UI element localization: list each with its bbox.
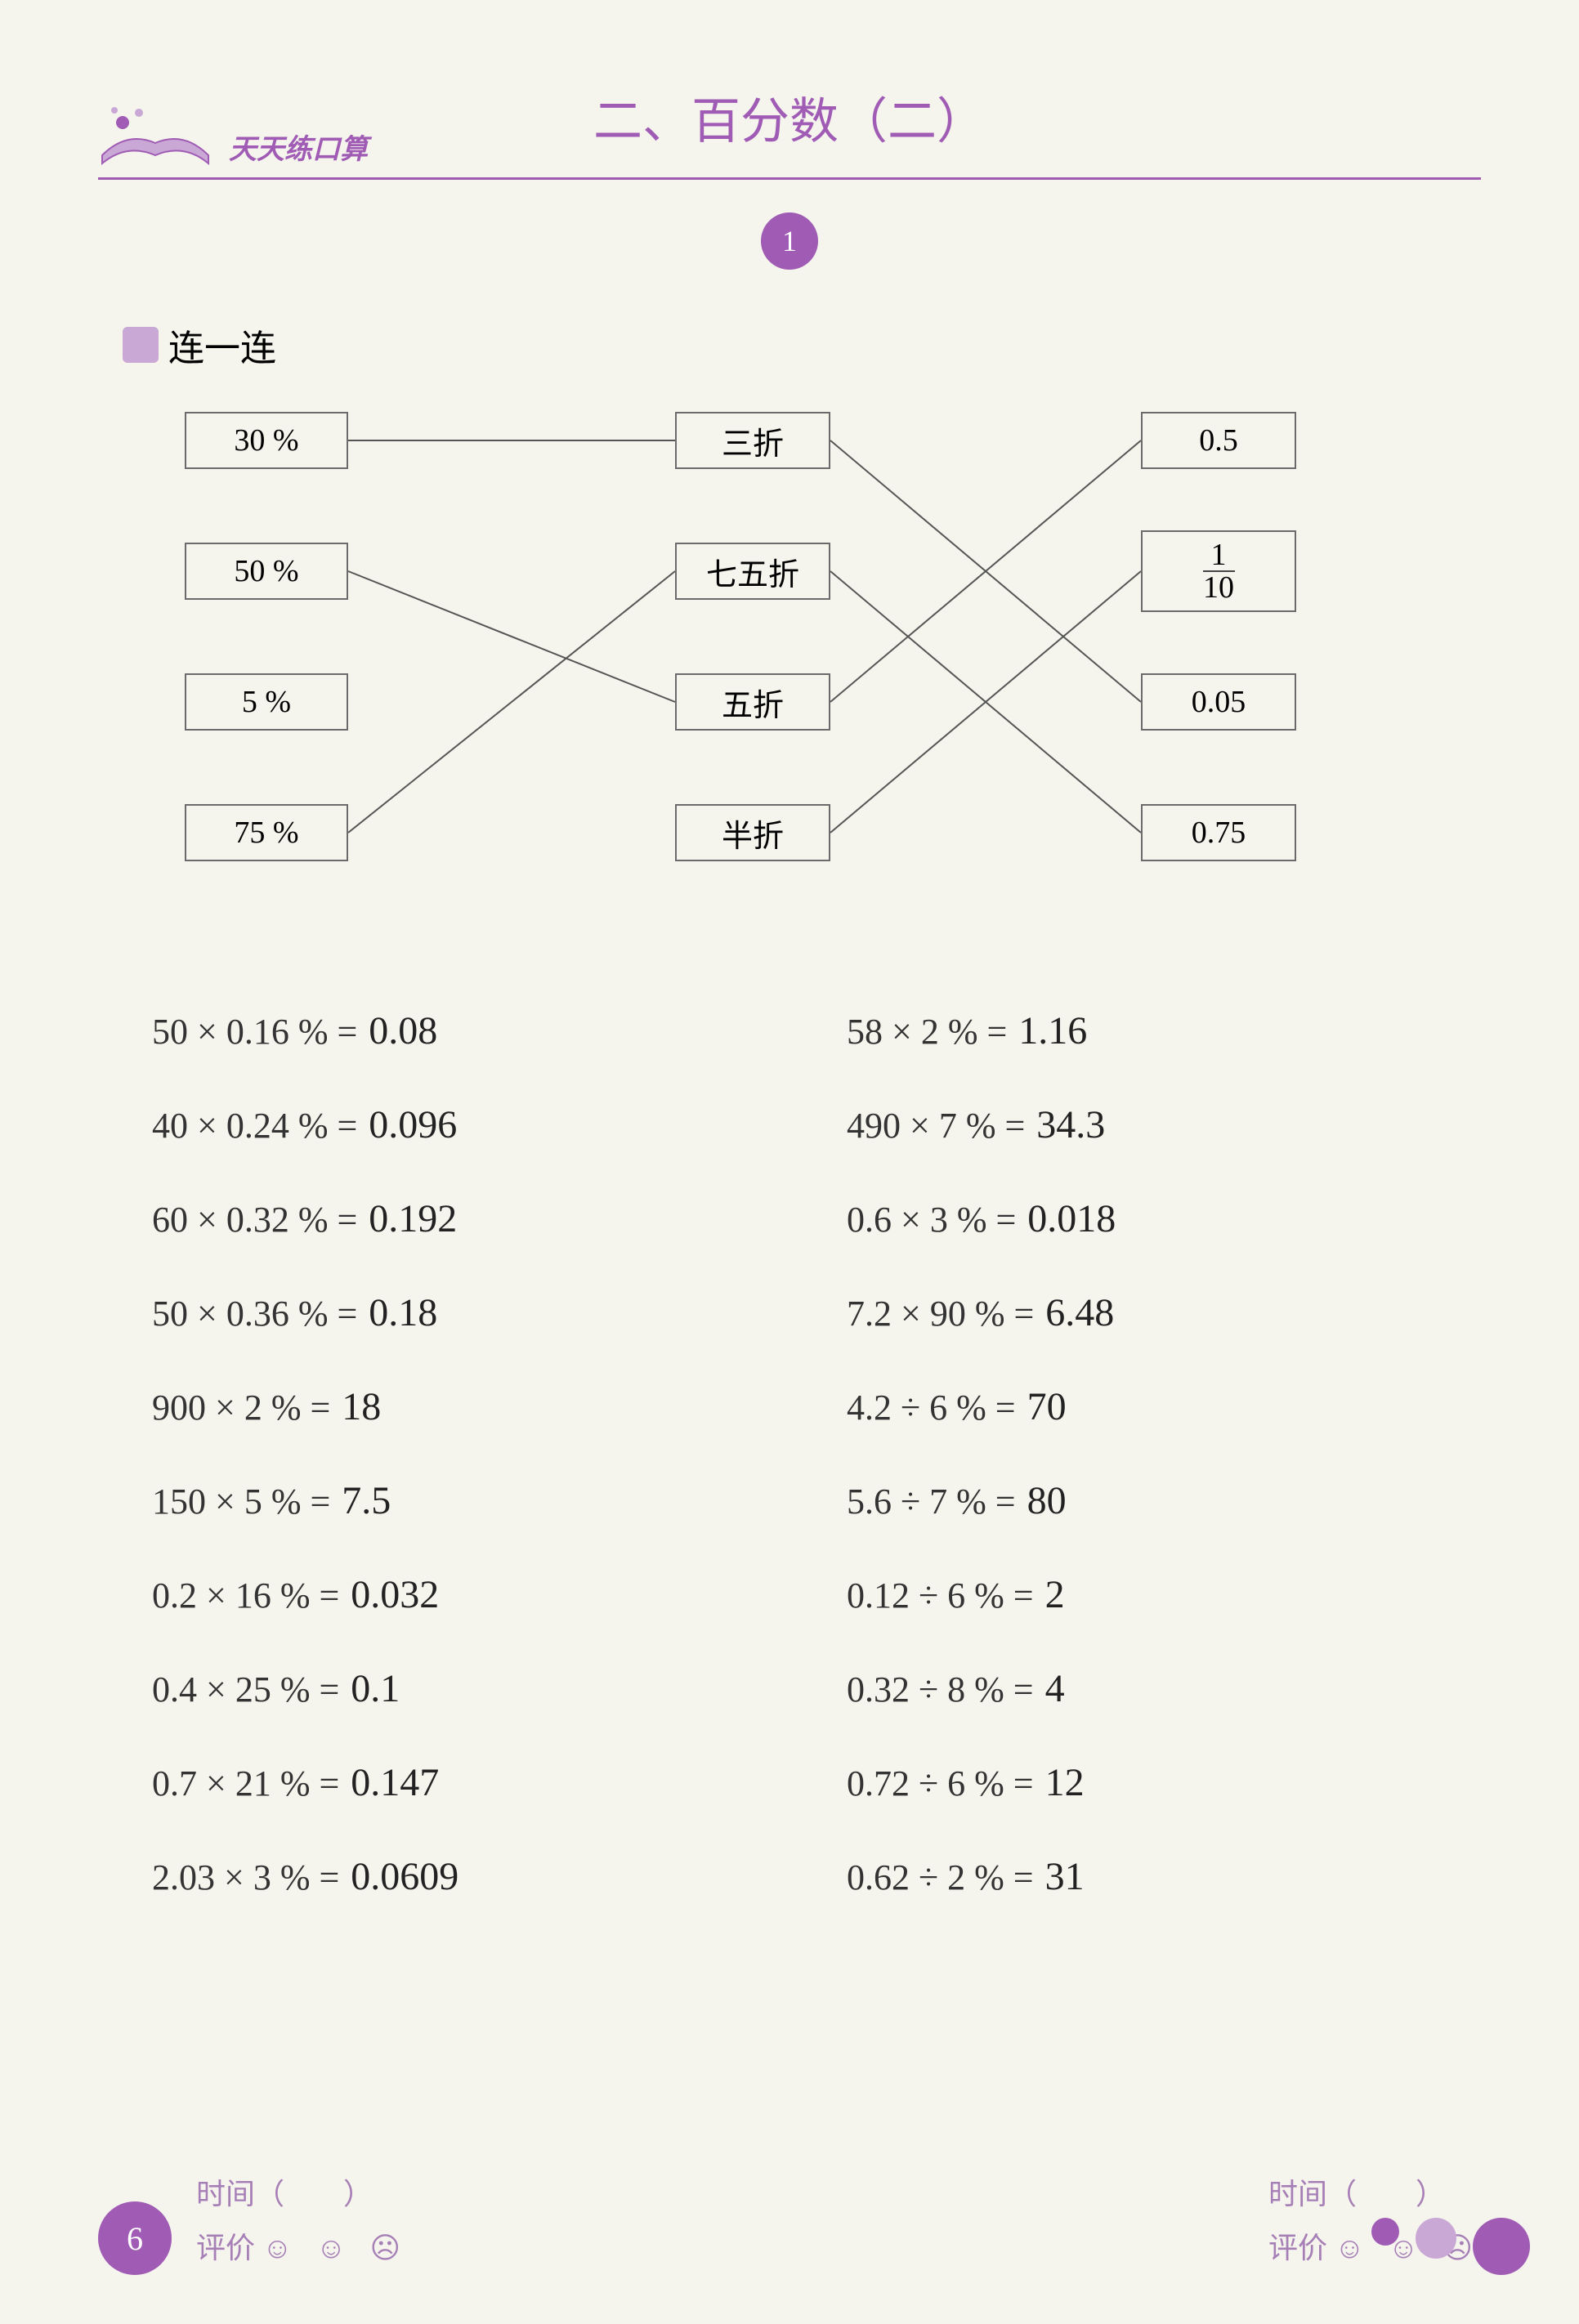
handwritten-answer: 6.48 [1045,1290,1114,1335]
handwritten-answer: 34.3 [1036,1102,1105,1147]
footer-left: 时间（ ） 评价 ☺ ☺ ☹ [196,2170,409,2267]
printed-expression: 7.2 × 90 % = [847,1293,1034,1334]
printed-expression: 0.4 × 25 % = [152,1669,339,1710]
handwritten-answer: 0.18 [369,1290,437,1335]
handwritten-answer: 0.1 [351,1666,400,1711]
equation-row: 50 × 0.16 % = 0.08 [152,1008,732,1053]
equation-row: 490 × 7 % = 34.3 [847,1102,1427,1147]
handwritten-answer: 31 [1045,1854,1085,1899]
printed-expression: 58 × 2 % = [847,1011,1007,1053]
handwritten-answer: 0.147 [351,1760,439,1805]
printed-expression: 0.2 × 16 % = [152,1575,339,1616]
match-right-0: 0.5 [1141,412,1296,469]
section-icon [123,327,159,363]
matching-exercise: 30 % 50 % 5 % 75 % 三折七五折五折半折 0.5 110 0.05 0.75 [152,404,1427,910]
match-left-2: 5 % [185,673,348,731]
printed-expression: 50 × 0.16 % = [152,1011,357,1053]
equation-row: 4.2 ÷ 6 % = 70 [847,1384,1427,1429]
lesson-number-badge: 1 [761,212,818,270]
printed-expression: 50 × 0.36 % = [152,1293,357,1334]
handwritten-answer: 80 [1027,1478,1067,1523]
eval-row: 评价 ☺ ☺ ☹ [196,2224,409,2267]
printed-expression: 5.6 ÷ 7 % = [847,1481,1016,1522]
handwritten-answer: 0.192 [369,1196,457,1241]
match-left-1: 50 % [185,543,348,600]
handwritten-answer: 2 [1045,1572,1065,1617]
equation-row: 0.62 ÷ 2 % = 31 [847,1854,1427,1899]
equation-row: 150 × 5 % = 7.5 [152,1478,732,1523]
handwritten-answer: 0.032 [351,1572,439,1617]
equation-row: 0.12 ÷ 6 % = 2 [847,1572,1427,1617]
printed-expression: 900 × 2 % = [152,1387,330,1428]
printed-expression: 0.7 × 21 % = [152,1763,339,1804]
equation-row: 2.03 × 3 % = 0.0609 [152,1854,732,1899]
chapter-title: 二、百分数（二） [98,82,1481,153]
equation-row: 7.2 × 90 % = 6.48 [847,1290,1427,1335]
handwritten-answer: 4 [1045,1666,1065,1711]
handwritten-answer: 12 [1045,1760,1085,1805]
equation-row: 50 × 0.36 % = 0.18 [152,1290,732,1335]
match-right-1: 110 [1141,530,1296,612]
eval-label: 评价 [1268,2232,1327,2264]
equation-row: 0.2 × 16 % = 0.032 [152,1572,732,1617]
dot-icon [1416,2218,1456,2259]
printed-expression: 0.62 ÷ 2 % = [847,1857,1034,1898]
printed-expression: 40 × 0.24 % = [152,1105,357,1146]
equation-row: 0.4 × 25 % = 0.1 [152,1666,732,1711]
calculation-grid: 50 × 0.16 % = 0.08 58 × 2 % = 1.16 40 × 0.24… [152,1008,1427,1899]
equation-row: 900 × 2 % = 18 [152,1384,732,1429]
equation-row: 5.6 ÷ 7 % = 80 [847,1478,1427,1523]
handwritten-answer: 70 [1027,1384,1067,1429]
page-header: 天天练口算 二、百分数（二） [98,82,1481,180]
handwritten-answer: 7.5 [342,1478,391,1523]
printed-expression: 60 × 0.32 % = [152,1199,357,1240]
printed-expression: 490 × 7 % = [847,1105,1025,1146]
eval-label: 评价 [196,2232,255,2264]
printed-expression: 0.72 ÷ 6 % = [847,1763,1034,1804]
time-field: 时间（ ） [1268,2170,1481,2213]
printed-expression: 150 × 5 % = [152,1481,330,1522]
section-title-text: 连一连 [168,319,276,371]
printed-expression: 2.03 × 3 % = [152,1857,339,1898]
dot-icon [1473,2218,1530,2275]
handwritten-answer: 18 [342,1384,381,1429]
match-mid-1: 七五折 [675,543,830,600]
faces-icon: ☺ ☺ ☹ [262,2232,409,2264]
equation-row: 0.72 ÷ 6 % = 12 [847,1760,1427,1805]
handwritten-answer: 1.16 [1018,1008,1087,1053]
section-title: 连一连 [123,319,1481,371]
equation-row: 0.6 × 3 % = 0.018 [847,1196,1427,1241]
handwritten-answer: 0.08 [369,1008,437,1053]
handwritten-answer: 0.096 [369,1102,457,1147]
time-field: 时间（ ） [196,2170,409,2213]
printed-expression: 0.6 × 3 % = [847,1199,1016,1240]
equation-row: 60 × 0.32 % = 0.192 [152,1196,732,1241]
handwritten-answer: 0.018 [1027,1196,1116,1241]
equation-row: 0.32 ÷ 8 % = 4 [847,1666,1427,1711]
printed-expression: 0.12 ÷ 6 % = [847,1575,1034,1616]
printed-expression: 4.2 ÷ 6 % = [847,1387,1016,1428]
page: 天天练口算 二、百分数（二） 1 连一连 30 % 50 % 5 % 75 % 三折七五… [0,0,1579,2324]
page-footer: 时间（ ） 评价 ☺ ☺ ☹ 时间（ ） 评价 ☺ ☺ ☹ [98,2170,1481,2267]
match-mid-2: 五折 [675,673,830,731]
dot-icon [1371,2218,1399,2246]
equation-row: 40 × 0.24 % = 0.096 [152,1102,732,1147]
equation-row: 58 × 2 % = 1.16 [847,1008,1427,1053]
printed-expression: 0.32 ÷ 8 % = [847,1669,1034,1710]
equation-row: 0.7 × 21 % = 0.147 [152,1760,732,1805]
match-left-0: 30 % [185,412,348,469]
match-right-2: 0.05 [1141,673,1296,731]
handwritten-answer: 0.0609 [351,1854,458,1899]
corner-dots-icon [1371,2218,1530,2275]
match-mid-0: 三折 [675,412,830,469]
match-right-3: 0.75 [1141,804,1296,861]
match-left-3: 75 % [185,804,348,861]
match-mid-3: 半折 [675,804,830,861]
